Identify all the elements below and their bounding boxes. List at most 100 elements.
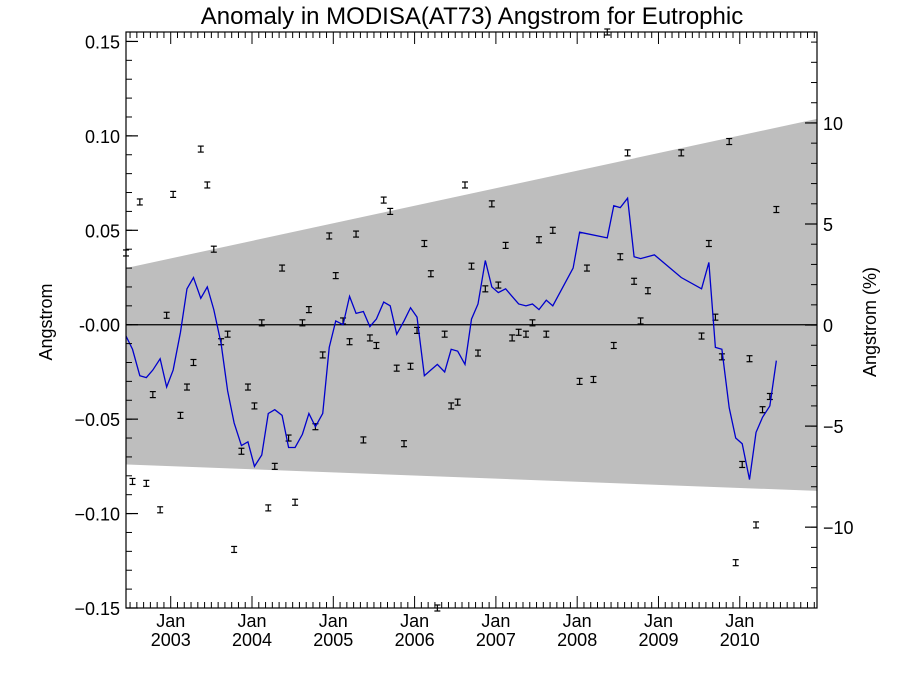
errorbar-point (373, 341, 380, 350)
x-tick-month: Jan (481, 611, 510, 631)
x-tick-month: Jan (644, 611, 673, 631)
y-tick-label: 0.10 (85, 127, 120, 147)
x-tick-month: Jan (319, 611, 348, 631)
errorbar-point (244, 383, 251, 391)
y-tick-label: −0.05 (74, 410, 120, 430)
errorbar-point (157, 506, 164, 514)
y2-tick-label: 5 (823, 215, 833, 235)
errorbar-point (468, 262, 475, 270)
errorbar-point (265, 504, 272, 512)
x-tick-year: 2005 (313, 630, 353, 650)
y2-tick-label: −5 (823, 417, 844, 437)
errorbar-point (401, 440, 408, 448)
errorbar-point (326, 232, 333, 240)
errorbar-point (129, 477, 136, 486)
y2-tick-label: 10 (823, 114, 843, 134)
errorbar-point (353, 230, 360, 238)
errorbar-point (305, 306, 312, 314)
errorbar-point (427, 270, 434, 278)
errorbar-point (617, 253, 624, 261)
errorbar-point (576, 377, 583, 385)
x-tick-year: 2006 (395, 630, 435, 650)
y-axis-label: Angstrom (36, 283, 56, 360)
errorbar-point (732, 559, 739, 567)
errorbar-point (299, 319, 306, 327)
errorbar-point (231, 545, 238, 554)
errorbar-point (637, 317, 644, 325)
y-tick-label: 0.05 (85, 221, 120, 241)
errorbar-point (163, 311, 170, 319)
errorbar-point (271, 462, 278, 470)
x-tick-year: 2007 (476, 630, 516, 650)
errorbar-point (149, 390, 156, 399)
errorbar-point (631, 277, 638, 285)
errorbar-point (624, 149, 631, 157)
errorbar-point (393, 364, 400, 372)
x-tick-month: Jan (156, 611, 185, 631)
y-tick-label: -0.00 (79, 316, 120, 336)
errorbar-point (407, 362, 414, 370)
errorbar-point (279, 264, 286, 272)
errorbar-point (224, 330, 231, 338)
errorbar-point (495, 281, 502, 289)
x-tick-year: 2003 (151, 630, 191, 650)
errorbar-point (515, 328, 522, 336)
errorbar-point (183, 383, 190, 391)
x-tick-month: Jan (237, 611, 266, 631)
errorbar-point (610, 341, 617, 350)
errorbar-point (319, 351, 326, 359)
y-tick-label: −0.10 (74, 505, 120, 525)
errorbar-point (678, 149, 685, 157)
errorbar-point (488, 200, 495, 208)
errorbar-point (454, 398, 461, 406)
y2-axis-label: Angstrom (%) (860, 267, 880, 377)
x-tick-year: 2010 (720, 630, 760, 650)
x-tick-month: Jan (563, 611, 592, 631)
x-tick-year: 2004 (232, 630, 272, 650)
errorbar-point (502, 241, 509, 250)
y-tick-label: 0.15 (85, 32, 120, 52)
errorbar-point (190, 358, 197, 367)
y-tick-label: −0.15 (74, 599, 120, 619)
errorbar-point (522, 330, 529, 338)
errorbar-point (210, 245, 217, 253)
errorbar-point (366, 334, 373, 342)
errorbar-point (549, 226, 556, 234)
errorbar-point (535, 236, 542, 244)
errorbar-point (644, 287, 651, 295)
anomaly-series-line (125, 196, 777, 480)
errorbar-point (773, 205, 780, 214)
errorbar-point (380, 196, 387, 204)
errorbar-point (346, 338, 353, 346)
errorbar-point (753, 521, 760, 529)
plot-area (123, 28, 817, 612)
y2-tick-label: 0 (823, 316, 833, 336)
confidence-band (126, 118, 817, 491)
errorbar-point (238, 447, 245, 455)
errorbar-point (726, 137, 733, 146)
axes: 0.15 0.10 0.05 -0.00 −0.05 −0.10 −0.15 10 5 0 −5 −1… (74, 31, 854, 650)
errorbar-point (698, 332, 705, 340)
errorbar-point (332, 272, 339, 280)
errorbar-point (177, 411, 184, 419)
errorbar-point (705, 239, 712, 248)
errorbar-point (251, 402, 258, 410)
x-tick-year: 2008 (557, 630, 597, 650)
errorbar-points (123, 28, 780, 612)
errorbar-point (475, 349, 482, 357)
chart-title: Anomaly in MODISA(AT73) Angstrom for Eut… (201, 3, 743, 30)
y2-tick-label: −10 (823, 518, 854, 538)
errorbar-point (387, 207, 394, 216)
errorbar-point (448, 402, 455, 410)
errorbar-point (509, 334, 516, 342)
errorbar-point (441, 330, 448, 338)
errorbar-point (360, 436, 367, 444)
x-tick-month: Jan (400, 611, 429, 631)
errorbar-point (529, 319, 536, 327)
errorbar-point (258, 319, 265, 327)
errorbar-point (590, 375, 597, 384)
errorbar-point (759, 406, 766, 414)
errorbar-point (136, 198, 143, 206)
errorbar-point (204, 181, 211, 189)
errorbar-point (170, 190, 177, 199)
